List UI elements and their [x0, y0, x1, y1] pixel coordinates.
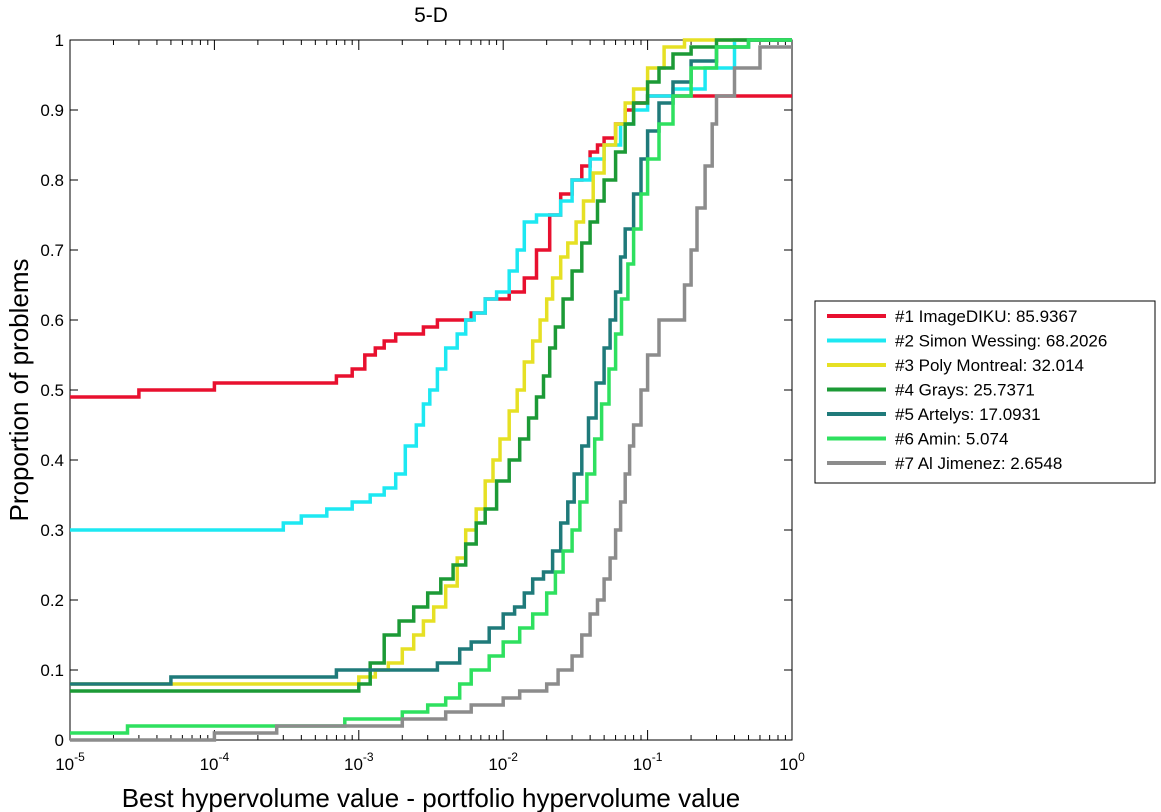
x-tick-label: 10-2 — [488, 750, 518, 774]
y-tick-label: 0.5 — [40, 381, 64, 400]
x-tick-label: 100 — [779, 750, 805, 774]
x-tick-label: 10-3 — [344, 750, 374, 774]
axes: 0 0.1 0.2 0.3 0.4 0.5 0.6 0.7 0.8 0.9 1 10-5 10-4 10-… — [40, 31, 805, 774]
legend-label: #3 Poly Montreal: 32.014 — [895, 356, 1084, 375]
y-tick-label: 0.1 — [40, 661, 64, 680]
y-tick-label: 0.8 — [40, 171, 64, 190]
y-tick-label: 0.2 — [40, 591, 64, 610]
y-tick-label: 0.3 — [40, 521, 64, 540]
series-line-3 — [70, 38, 792, 686]
y-tick-label: 0.7 — [40, 241, 64, 260]
y-tick-label: 0.4 — [40, 451, 64, 470]
series-line-2 — [70, 38, 792, 532]
legend-label: #2 Simon Wessing: 68.2026 — [895, 332, 1107, 351]
series-line-5 — [70, 38, 792, 686]
legend-label: #5 Artelys: 17.0931 — [895, 405, 1041, 424]
x-axis-title: Best hypervolume value - portfolio hyper… — [122, 783, 741, 812]
legend-label: #6 Amin: 5.074 — [895, 430, 1008, 449]
legend-box — [814, 300, 1156, 484]
y-tick-label: 0.9 — [40, 101, 64, 120]
chart-title: 5-D — [414, 4, 448, 27]
legend-label: #1 ImageDIKU: 85.9367 — [895, 307, 1077, 326]
x-tick-label: 10-1 — [633, 750, 663, 774]
x-tick-label: 10-4 — [200, 750, 230, 774]
legend-label: #7 Al Jimenez: 2.6548 — [895, 454, 1062, 473]
series-layer — [70, 38, 792, 742]
y-axis-title: Proportion of problems — [4, 258, 34, 521]
y-tick-label: 1 — [55, 31, 64, 50]
legend: #1 ImageDIKU: 85.9367 #2 Simon Wessing: 6… — [814, 300, 1156, 484]
series-line-4 — [70, 38, 792, 693]
series-line-6 — [70, 38, 792, 735]
legend-label: #4 Grays: 25.7371 — [895, 381, 1035, 400]
y-tick-label: 0.6 — [40, 311, 64, 330]
y-tick-label: 0 — [55, 731, 64, 750]
x-tick-label: 10-5 — [55, 750, 85, 774]
series-line-7 — [70, 45, 792, 742]
